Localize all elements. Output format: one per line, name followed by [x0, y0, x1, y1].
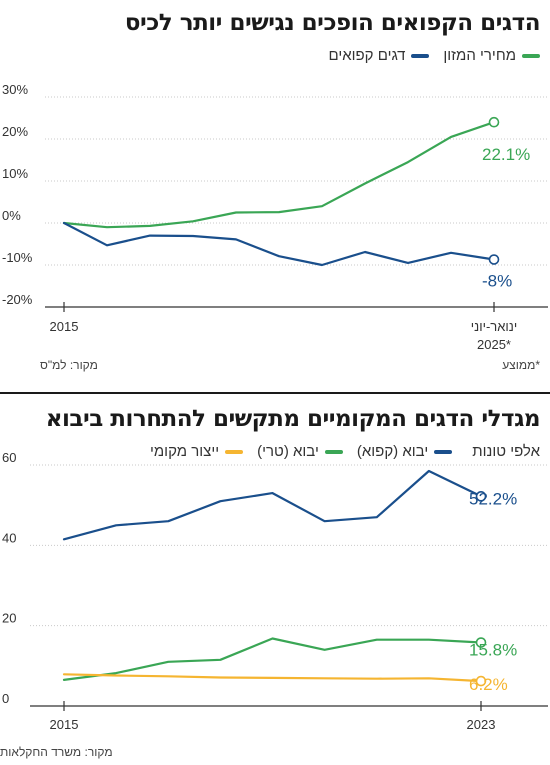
chart2-source: מקור: משרד החקלאות — [0, 745, 113, 759]
series-line-1 — [62, 221, 496, 267]
y-tick-label: -10% — [2, 250, 33, 265]
chart1-title: הדגים הקפואים הופכים נגישים יותר לכיס — [124, 10, 541, 36]
series-end-label-1: 15.8% — [469, 641, 517, 660]
chart1-footnote: *ממוצע — [502, 358, 540, 372]
legend-swatch-blue — [434, 449, 453, 454]
series-end-label-1: -8% — [482, 272, 512, 291]
chart1-legend: מחירי המזון דגים קפואים — [328, 47, 540, 64]
x-tick-label-start: 2015 — [50, 717, 79, 732]
series-end-marker-2 — [475, 675, 487, 687]
series-end-marker-1 — [475, 637, 487, 648]
series-line-0 — [62, 121, 496, 229]
y-tick-label: -20% — [2, 292, 33, 307]
legend-item-import-fresh: יבוא (טרי) — [257, 443, 343, 460]
legend-label: מחירי המזון — [443, 47, 516, 64]
series-line-2 — [62, 673, 483, 683]
chart1-plot: -20% -10% 0% 10% 20% 30% 22.1% -8% 2015 ינואר-יונ… — [2, 82, 548, 352]
x-tick-label-end: 2023 — [467, 717, 496, 732]
series-end-label-2: 6.2% — [469, 675, 508, 694]
section-divider — [0, 392, 550, 394]
y-tick-label: 30% — [2, 82, 28, 97]
y-tick-label: 20 — [2, 611, 16, 626]
legend-swatch-green — [324, 449, 343, 454]
chart2-plot: 0 20 40 60 52.2% 15.8% 6.2% 2015 2023 — [2, 450, 548, 732]
legend-label: יבוא (טרי) — [257, 443, 319, 460]
x-tick-label-end-line1: ינואר-יוני — [471, 319, 517, 334]
y-tick-label: 0% — [2, 208, 21, 223]
legend-label: דגים קפואים — [328, 47, 406, 64]
y-tick-label: 20% — [2, 124, 28, 139]
y-tick-label: 10% — [2, 166, 28, 181]
legend-item-local-production: ייצור מקומי — [149, 443, 244, 460]
unit-label: אלפי טונות — [472, 443, 540, 460]
series-end-label-0: 52.2% — [469, 489, 517, 508]
chart2-legend: אלפי טונות יבוא (קפוא) יבוא (טרי) ייצור … — [150, 443, 540, 460]
legend-label: ייצור מקומי — [149, 443, 220, 460]
legend-swatch-green — [522, 53, 540, 58]
legend-swatch-blue — [411, 53, 430, 58]
y-tick-label: 0 — [2, 691, 9, 706]
chart1-source: מקור: למ"ס — [40, 358, 98, 372]
x-tick-label-start: 2015 — [50, 319, 79, 334]
legend-label: יבוא (קפוא) — [356, 443, 429, 460]
legend-item-frozen-fish: דגים קפואים — [328, 47, 430, 64]
legend-item-food-prices: מחירי המזון — [443, 47, 540, 64]
series-end-marker-1 — [488, 254, 500, 265]
y-tick-label: 40 — [2, 530, 16, 545]
legend-item-import-frozen: יבוא (קפוא) — [356, 443, 453, 460]
legend-swatch-yellow — [225, 449, 244, 454]
series-line-0 — [62, 469, 483, 541]
series-line-1 — [62, 637, 483, 681]
series-end-marker-0 — [475, 491, 487, 502]
series-end-label-0: 22.1% — [482, 145, 530, 164]
x-tick-label-end-line2: 2025* — [477, 337, 511, 352]
series-end-marker-0 — [488, 116, 500, 128]
chart2-title: מגדלי הדגים המקומיים מתקשים להתחרות ביבו… — [45, 406, 541, 432]
y-tick-label: 60 — [2, 450, 16, 465]
